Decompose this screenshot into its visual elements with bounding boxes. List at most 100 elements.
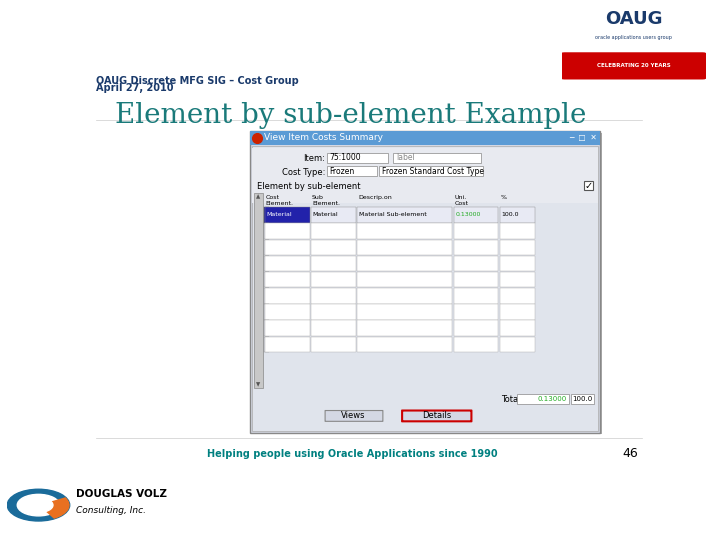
Bar [311, 272, 356, 287]
Text: 46: 46 [623, 447, 639, 460]
Bar [264, 272, 269, 287]
Bar [500, 240, 536, 255]
Bar [379, 166, 483, 177]
Text: 0.13000: 0.13000 [538, 396, 567, 402]
Text: ▲: ▲ [256, 194, 260, 199]
Bar [500, 320, 536, 336]
Circle shape [7, 489, 70, 521]
Bar [357, 272, 452, 287]
Text: Helping people using Oracle Applications since 1990: Helping people using Oracle Applications… [207, 449, 498, 458]
Bar [252, 146, 598, 430]
Bar [454, 240, 498, 255]
Text: %: % [500, 195, 507, 200]
Bar [357, 240, 452, 255]
Text: Material: Material [312, 212, 338, 218]
Text: View Item Costs Summary: View Item Costs Summary [264, 133, 382, 143]
Bar [265, 240, 310, 255]
Bar [454, 256, 498, 271]
Bar [311, 256, 356, 271]
Text: DOUGLAS VOLZ: DOUGLAS VOLZ [76, 489, 167, 499]
Text: Uni.
Cost: Uni. Cost [454, 195, 469, 206]
Bar [500, 224, 536, 239]
Bar [265, 336, 310, 352]
Text: Material: Material [266, 212, 292, 218]
Wedge shape [38, 497, 70, 519]
Text: label: label [396, 153, 415, 163]
Text: 100.0: 100.0 [572, 396, 593, 402]
Bar [571, 394, 594, 403]
Bar [311, 288, 356, 303]
Text: Cost Type:: Cost Type: [282, 168, 325, 177]
Bar [265, 320, 310, 336]
Bar [500, 256, 536, 271]
Bar [500, 272, 536, 287]
Text: ✓: ✓ [585, 181, 593, 191]
Bar [264, 207, 269, 222]
Text: oracle applications users group: oracle applications users group [595, 35, 672, 39]
Bar [311, 207, 356, 222]
Bar [265, 207, 310, 222]
Bar [357, 224, 452, 239]
Bar [517, 394, 570, 403]
Text: 0.13000: 0.13000 [455, 212, 481, 218]
Bar [265, 224, 310, 239]
Bar [500, 207, 536, 222]
Text: 100.0: 100.0 [501, 212, 519, 218]
Circle shape [17, 494, 60, 516]
Bar [250, 131, 600, 145]
Bar [357, 304, 452, 320]
Text: Consulting, Inc.: Consulting, Inc. [76, 507, 146, 515]
Text: Total: Total [501, 395, 521, 404]
Bar [357, 288, 452, 303]
Text: Descrip.on: Descrip.on [359, 195, 392, 200]
Text: April 27, 2010: April 27, 2010 [96, 83, 173, 93]
Text: Element by sub-element Example: Element by sub-element Example [115, 102, 586, 129]
Bar [311, 224, 356, 239]
Text: OAUG Discrete MFG SIG – Cost Group: OAUG Discrete MFG SIG – Cost Group [96, 76, 298, 85]
Bar [500, 288, 536, 303]
Bar [357, 320, 452, 336]
Bar [253, 193, 263, 388]
Text: Material Sub-element: Material Sub-element [359, 212, 427, 218]
Bar [311, 320, 356, 336]
Bar [252, 148, 598, 204]
Bar [264, 336, 269, 352]
Bar [264, 224, 269, 239]
Bar [327, 166, 377, 177]
Bar [251, 132, 601, 434]
Text: ─  □  ✕: ─ □ ✕ [570, 133, 597, 143]
Bar [264, 256, 269, 271]
Bar [584, 181, 593, 190]
Text: ▼: ▼ [256, 382, 260, 387]
Bar [454, 207, 498, 222]
Text: Views: Views [341, 411, 366, 421]
Text: 75:1000: 75:1000 [329, 153, 361, 163]
Bar [265, 272, 310, 287]
Bar [265, 256, 310, 271]
Bar [264, 240, 269, 255]
Bar [265, 304, 310, 320]
Bar [311, 336, 356, 352]
Bar [454, 288, 498, 303]
Bar [454, 272, 498, 287]
FancyBboxPatch shape [402, 410, 472, 421]
Bar [500, 336, 536, 352]
Bar [393, 153, 482, 163]
Bar [250, 131, 600, 433]
Bar [264, 304, 269, 320]
Bar [265, 288, 310, 303]
Bar [357, 256, 452, 271]
Text: Details: Details [422, 411, 451, 421]
Bar [311, 240, 356, 255]
Circle shape [24, 498, 53, 512]
Bar [357, 207, 452, 222]
Text: CELEBRATING 20 YEARS: CELEBRATING 20 YEARS [597, 63, 670, 69]
Bar [454, 304, 498, 320]
Bar [311, 304, 356, 320]
Text: Frozen: Frozen [329, 167, 354, 177]
Bar [357, 336, 452, 352]
FancyBboxPatch shape [325, 410, 383, 421]
Text: Frozen Standard Cost Type: Frozen Standard Cost Type [382, 167, 484, 177]
Bar [264, 288, 269, 303]
FancyBboxPatch shape [560, 52, 707, 79]
